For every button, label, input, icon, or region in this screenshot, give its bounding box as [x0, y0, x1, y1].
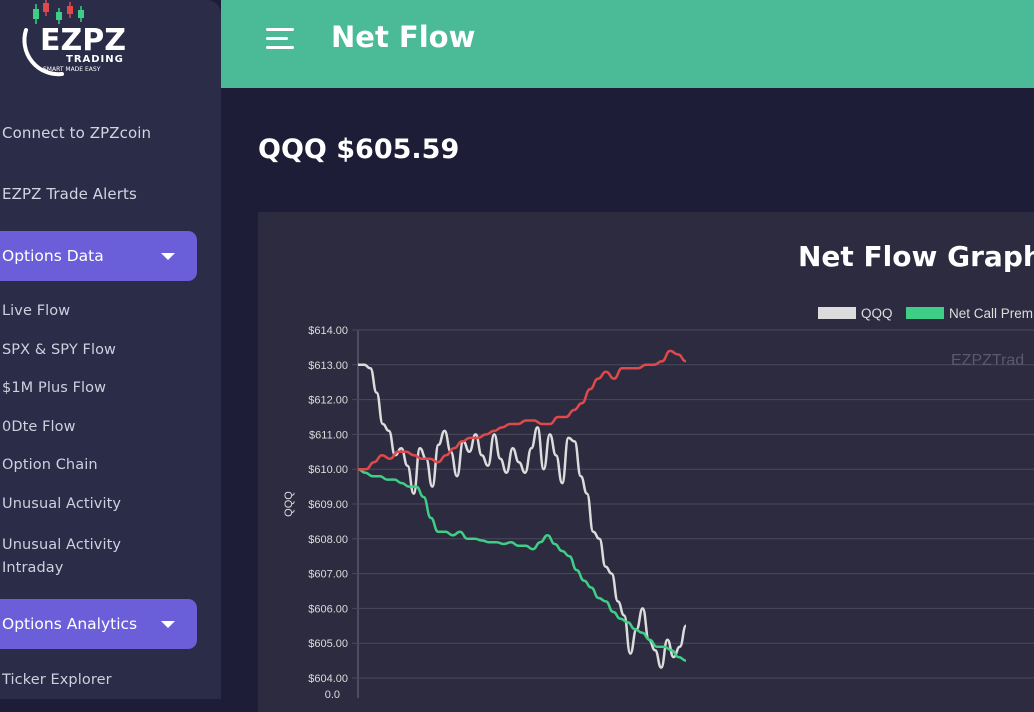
nav-group-label: Options Analytics — [2, 615, 138, 633]
y-tick-label: $610.00 — [308, 464, 348, 476]
chart-watermark: EZPZTrad — [951, 352, 1024, 369]
legend-swatch[interactable] — [906, 307, 944, 319]
series-line-net-put-prem — [357, 349, 687, 471]
y-tick-label: $612.00 — [308, 395, 348, 407]
y-tick-label: $605.00 — [308, 638, 348, 650]
nav-item-unusual-activity-intraday[interactable]: Unusual Activity Intraday — [2, 537, 122, 576]
nav-item-spx-spy-flow[interactable]: SPX & SPY Flow — [2, 342, 117, 358]
y-tick-label: $607.00 — [308, 569, 348, 581]
ticker-price: QQQ $605.59 — [258, 134, 460, 165]
y-tick-label: $611.00 — [309, 429, 348, 441]
nav-group-label: Options Data — [2, 247, 104, 265]
hamburger-icon[interactable] — [266, 28, 294, 52]
series-line-net-call-prem — [357, 467, 687, 662]
nav-item-ticker-explorer[interactable]: Ticker Explorer — [2, 672, 112, 688]
legend-label[interactable]: QQQ — [861, 306, 893, 321]
nav-item-1m-plus-flow[interactable]: $1M Plus Flow — [2, 380, 107, 396]
caret-down-icon — [161, 253, 175, 260]
y-tick-label: $606.00 — [308, 603, 348, 615]
ezpz-logo[interactable]: EZPZ TRADING SMART MADE EASY — [4, 0, 154, 80]
y-tick-label: $613.00 — [308, 360, 348, 372]
nav-item-0dte-flow[interactable]: 0Dte Flow — [2, 419, 76, 435]
candlestick-icon — [33, 0, 84, 24]
nav-item-unusual-activity[interactable]: Unusual Activity — [2, 496, 122, 512]
logo-sub-text: TRADING — [66, 54, 124, 65]
nav-connect-zpzcoin[interactable]: Connect to ZPZcoin — [2, 124, 152, 142]
legend-label[interactable]: Net Call Prem — [949, 306, 1033, 321]
net-flow-chart-card: Net Flow Graph $614.00 $613.00 $612.00 $611… — [258, 212, 1034, 712]
legend-swatch[interactable] — [818, 307, 856, 319]
page-title: Net Flow — [331, 20, 476, 54]
nav-item-option-chain[interactable]: Option Chain — [2, 457, 98, 473]
sidebar: EZPZ TRADING SMART MADE EASY Connect to … — [0, 0, 221, 699]
y-axis-label: QQQ — [283, 491, 295, 517]
logo-main-text: EZPZ — [40, 23, 126, 58]
series-line-qqq — [358, 363, 688, 669]
nav-trade-alerts[interactable]: EZPZ Trade Alerts — [2, 185, 137, 203]
top-header: Net Flow — [221, 0, 1034, 88]
nav-group-options-analytics[interactable]: Options Analytics — [0, 599, 197, 649]
bottom-tick-label: 0.0 — [325, 689, 340, 701]
y-tick-label: $604.00 — [308, 673, 348, 685]
y-tick-label: $608.00 — [308, 534, 348, 546]
logo-tagline: SMART MADE EASY — [43, 66, 101, 73]
y-tick-label: $614.00 — [308, 325, 348, 337]
nav-group-options-data[interactable]: Options Data — [0, 231, 197, 281]
chart-title: Net Flow Graph — [798, 240, 1034, 273]
caret-down-icon — [161, 621, 175, 628]
net-flow-chart: $614.00 $613.00 $612.00 $611.00 $610.00 $609.… — [283, 306, 1034, 701]
nav-item-live-flow[interactable]: Live Flow — [2, 303, 71, 319]
y-tick-label: $609.00 — [308, 499, 348, 511]
